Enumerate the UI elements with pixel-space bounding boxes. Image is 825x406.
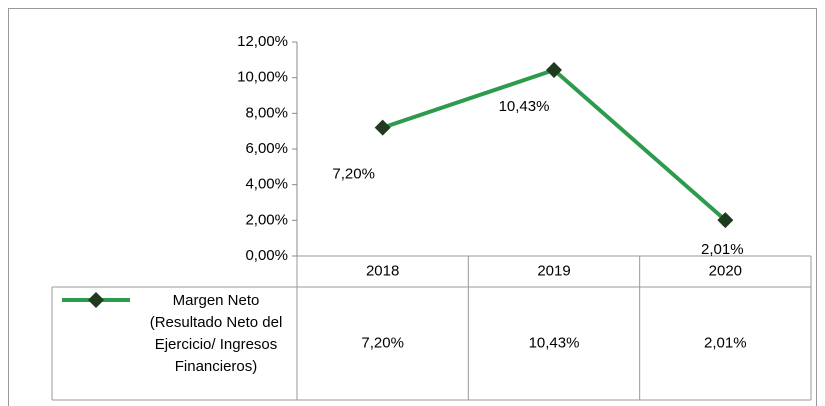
- marker: [717, 212, 734, 229]
- y-tick-label: 10,00%: [237, 69, 288, 86]
- y-tick-label: 8,00%: [245, 104, 288, 121]
- data-label: 7,20%: [332, 166, 375, 183]
- data-label: 2,01%: [701, 241, 744, 258]
- series-line: [382, 67, 727, 222]
- legend-marker: [88, 292, 104, 308]
- table-value: 2,01%: [704, 334, 747, 351]
- y-tick-label: 12,00%: [237, 33, 288, 50]
- y-tick-label: 2,00%: [245, 211, 288, 228]
- legend-label: Margen Neto (Resultado Neto del Ejercici…: [149, 292, 283, 375]
- chart-border: [8, 8, 817, 406]
- data-label: 10,43%: [499, 98, 550, 115]
- x-tick-label: 2019: [537, 262, 570, 279]
- table-value: 10,43%: [529, 334, 580, 351]
- y-tick-label: 0,00%: [245, 247, 288, 264]
- y-tick-label: 4,00%: [245, 176, 288, 193]
- x-tick-label: 2020: [709, 262, 742, 279]
- table-value: 7,20%: [361, 334, 404, 351]
- x-tick-label: 2018: [366, 262, 399, 279]
- marker: [374, 119, 391, 136]
- y-tick-label: 6,00%: [245, 140, 288, 157]
- marker: [546, 61, 562, 78]
